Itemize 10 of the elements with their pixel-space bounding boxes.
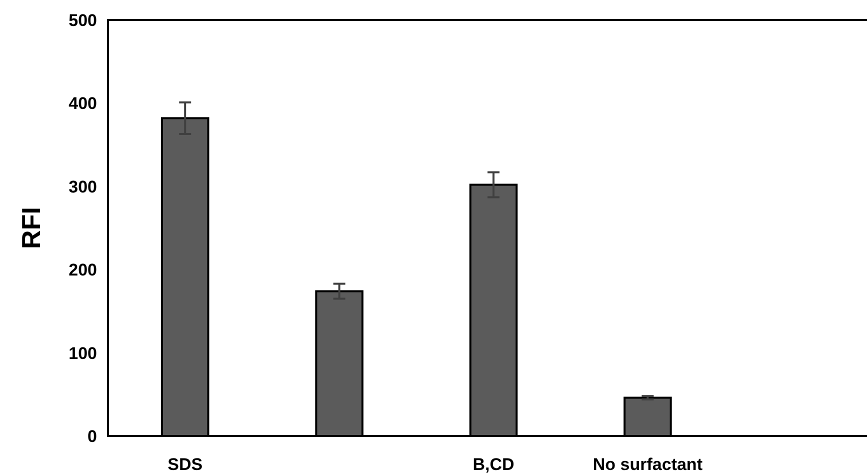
y-tick-label: 100 — [68, 344, 97, 363]
y-axis-title: RFI — [16, 207, 46, 249]
y-tick-label: 300 — [68, 177, 97, 196]
y-tick-label: 400 — [68, 94, 97, 114]
y-tick-label: 200 — [68, 260, 97, 280]
y-tick-label: 0 — [88, 426, 97, 446]
x-tick-label: No surfactant — [592, 455, 703, 474]
x-tick-label: B,CD — [472, 455, 514, 474]
y-tick-label: 500 — [68, 10, 97, 30]
x-tick-label: SDS — [168, 455, 203, 474]
